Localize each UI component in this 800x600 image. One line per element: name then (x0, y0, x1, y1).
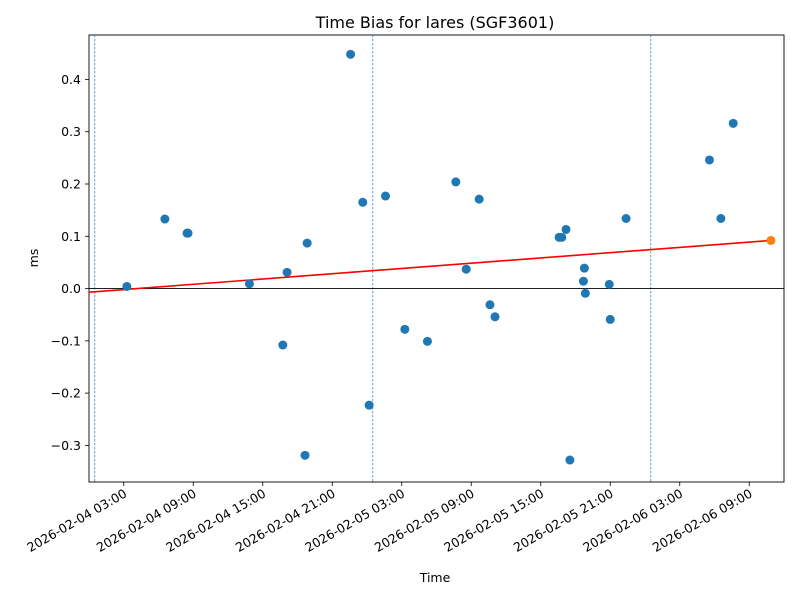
data-point (160, 214, 170, 224)
data-point (282, 267, 292, 277)
data-point (605, 314, 615, 324)
data-point (346, 49, 356, 59)
chart-title: Time Bias for lares (SGF3601) (315, 13, 555, 32)
y-tick-label: 0.0 (61, 281, 81, 296)
data-point (244, 279, 254, 289)
data-point (358, 197, 368, 207)
data-point (565, 455, 575, 465)
data-point (381, 191, 391, 201)
data-point (604, 279, 614, 289)
data-point (704, 155, 714, 165)
data-point (300, 450, 310, 460)
data-point (278, 340, 288, 350)
data-point (490, 312, 500, 322)
y-tick-label: 0.1 (61, 229, 81, 244)
plot-area-frame (88, 34, 785, 483)
data-point (364, 400, 374, 410)
data-point (557, 232, 567, 242)
latest-data-point (766, 235, 776, 245)
trend-line (88, 239, 771, 294)
data-point (474, 194, 484, 204)
y-tick-label: −0.1 (51, 333, 81, 348)
y-tick-label: 0.4 (61, 72, 81, 87)
y-axis-label: ms (26, 249, 41, 268)
y-tick-label: 0.3 (61, 124, 81, 139)
data-point (122, 281, 132, 291)
data-point (621, 214, 631, 224)
data-point (183, 228, 193, 238)
data-point (451, 177, 461, 187)
trend-line-group (88, 239, 771, 294)
data-point (422, 336, 432, 346)
y-tick-label: −0.3 (51, 438, 81, 453)
data-point (561, 224, 571, 234)
data-point (461, 264, 471, 274)
data-point (728, 118, 738, 128)
y-axis-ticks: −0.3 −0.2 −0.1 0.0 0.1 0.2 0.3 0.4 (51, 72, 89, 453)
vertical-reference-lines (94, 35, 652, 482)
data-point (578, 276, 588, 286)
data-point (716, 214, 726, 224)
data-point (579, 263, 589, 273)
data-point (580, 288, 590, 298)
data-point (485, 300, 495, 310)
data-points (122, 49, 776, 465)
data-point (400, 324, 410, 334)
y-tick-label: 0.2 (61, 177, 81, 192)
x-axis-label: Time (419, 570, 451, 585)
data-point (302, 238, 312, 248)
y-tick-label: −0.2 (51, 386, 81, 401)
